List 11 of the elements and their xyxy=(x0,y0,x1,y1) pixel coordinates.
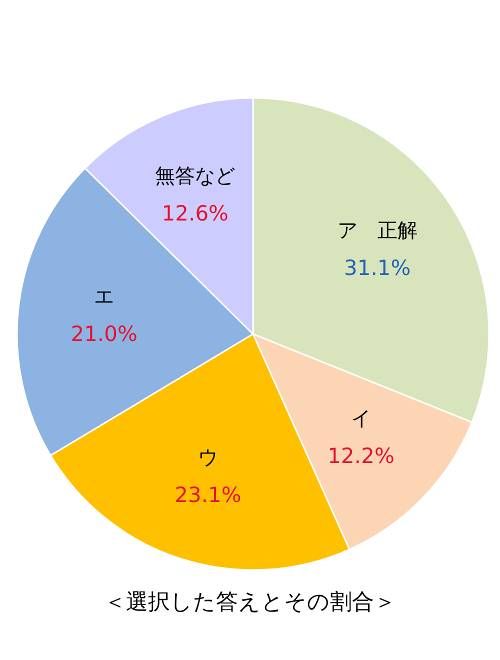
data-label: 23.1% xyxy=(174,483,242,508)
slice-label: エ xyxy=(94,284,114,308)
data-label: 31.1% xyxy=(344,256,411,280)
slice-label: 無答など xyxy=(155,164,236,188)
slice-label: ア 正解 xyxy=(337,218,418,242)
data-label: 12.2% xyxy=(328,444,394,468)
slice-label: ウ xyxy=(198,445,218,470)
data-label: 21.0% xyxy=(70,322,138,346)
data-label: 12.6% xyxy=(162,202,229,226)
text: ＜選択した答えとその割合＞ xyxy=(104,590,396,615)
slice-label: イ xyxy=(351,406,372,430)
